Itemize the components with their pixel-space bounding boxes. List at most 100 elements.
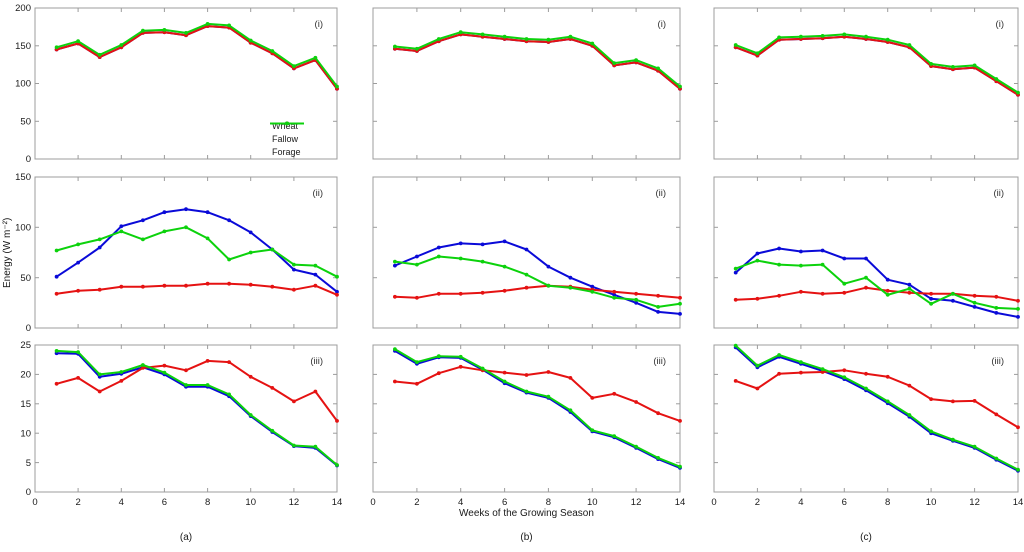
svg-text:0: 0: [370, 497, 375, 508]
wheat-series-line: [735, 247, 1019, 318]
svg-text:50: 50: [20, 273, 31, 284]
forage-series-markers: [393, 30, 682, 89]
forage-series-markers: [54, 225, 339, 279]
svg-text:12: 12: [289, 497, 300, 508]
forage-line-swatch-icon: [270, 121, 304, 126]
svg-text:0: 0: [26, 487, 31, 498]
svg-text:8: 8: [885, 497, 890, 508]
forage-series-line: [56, 349, 338, 466]
svg-text:200: 200: [15, 3, 31, 14]
panel-label: (ii): [655, 188, 666, 199]
wheat-series-line: [735, 346, 1019, 472]
svg-text:4: 4: [458, 497, 463, 508]
fallow-series-line: [735, 35, 1019, 96]
fallow-series-line: [394, 284, 681, 299]
panel-label: (i): [315, 19, 323, 30]
wheat-series-line: [394, 350, 681, 469]
panel-label: (i): [996, 19, 1004, 30]
panel-label: (ii): [312, 188, 323, 199]
forage-series-line: [56, 226, 338, 278]
svg-text:12: 12: [631, 497, 642, 508]
svg-text:14: 14: [675, 497, 686, 508]
x-axis-label: Weeks of the Growing Season: [459, 508, 594, 519]
svg-text:6: 6: [842, 497, 847, 508]
svg-text:10: 10: [926, 497, 937, 508]
forage-series-line: [394, 348, 681, 468]
legend-item-forage: Forage: [269, 121, 304, 158]
fallow-series-markers: [54, 359, 339, 423]
y-axis-label: Energy (W m⁻²): [2, 217, 13, 288]
legend-label-forage: Forage: [272, 146, 301, 157]
fallow-series-line: [56, 282, 338, 296]
column-label-a: (a): [179, 532, 193, 543]
svg-text:10: 10: [20, 428, 31, 439]
panel-c-i: (i): [713, 7, 1020, 160]
forage-series-markers: [733, 258, 1020, 311]
forage-series-line: [394, 31, 681, 88]
forage-series-line: [735, 33, 1019, 94]
panel-label: (iii): [653, 356, 666, 367]
forage-series-markers: [54, 349, 339, 467]
wheat-series-markers: [393, 239, 682, 316]
svg-text:12: 12: [969, 497, 980, 508]
axis-ticks: [34, 344, 338, 493]
axis-ticks: [713, 176, 1019, 329]
panel-label: (ii): [993, 188, 1004, 199]
tick-labels: 0 50 100 150 200: [15, 3, 31, 165]
axis-ticks: [372, 7, 681, 160]
panel-a-iii: 0 2 4 6 8 10 12 14 0 5 10 15 20 25 (iii): [20, 340, 342, 508]
svg-text:150: 150: [15, 172, 31, 183]
tick-labels: 0 2 4 6 8 10 12 14: [370, 497, 685, 508]
panel-b-iii: 0 2 4 6 8 10 12 14 (iii): [370, 344, 685, 508]
legend: Wheat Fallow Forage: [269, 119, 304, 158]
fallow-series-line: [394, 365, 681, 422]
svg-text:4: 4: [119, 497, 124, 508]
svg-text:8: 8: [205, 497, 210, 508]
panel-b-i: (i): [372, 7, 682, 160]
svg-text:14: 14: [332, 497, 343, 508]
panel-b-ii: (ii): [372, 176, 682, 329]
forage-series-line: [735, 344, 1019, 471]
axis-ticks: [713, 344, 1019, 493]
svg-text:0: 0: [26, 154, 31, 165]
panel-a-i: 0 50 100 150 200 (i): [15, 3, 339, 165]
fallow-series-markers: [733, 368, 1020, 430]
forage-series-line: [735, 259, 1019, 310]
fallow-series-line: [735, 286, 1019, 302]
svg-text:14: 14: [1013, 497, 1024, 508]
svg-text:5: 5: [26, 458, 31, 469]
svg-text:10: 10: [587, 497, 598, 508]
forage-series-markers: [393, 347, 682, 469]
svg-text:150: 150: [15, 41, 31, 52]
panel-label: (iii): [310, 356, 323, 367]
column-label-c: (c): [860, 532, 872, 543]
svg-text:2: 2: [414, 497, 419, 508]
tick-labels: 0 2 4 6 8 10 12 14 0 5 10 15 20 25: [20, 340, 342, 508]
panel-label: (iii): [991, 356, 1004, 367]
fallow-series-line: [735, 369, 1019, 429]
svg-text:6: 6: [162, 497, 167, 508]
tick-labels: 0 2 4 6 8 10 12 14: [711, 497, 1023, 508]
forage-series-line: [56, 22, 338, 88]
legend-label-fallow: Fallow: [272, 133, 299, 144]
forage-series-line: [394, 255, 681, 308]
fallow-series-line: [56, 25, 338, 90]
axis-ticks: [34, 176, 338, 329]
svg-text:0: 0: [26, 323, 31, 334]
panel-c-ii: (ii): [713, 176, 1020, 329]
forage-series-markers: [54, 22, 339, 89]
wheat-series-line: [56, 208, 338, 293]
panel-label: (i): [658, 19, 666, 30]
svg-text:4: 4: [798, 497, 803, 508]
panel-a-ii: 0 50 100 150 (ii): [15, 172, 339, 334]
wheat-series-markers: [733, 246, 1020, 319]
axis-ticks: [372, 176, 681, 329]
tick-labels: 0 50 100 150: [15, 172, 31, 334]
panel-c-iii: 0 2 4 6 8 10 12 14 (iii): [711, 343, 1023, 508]
svg-text:0: 0: [32, 497, 37, 508]
svg-text:10: 10: [245, 497, 256, 508]
column-label-b: (b): [520, 532, 533, 543]
forage-series-markers: [733, 32, 1020, 95]
